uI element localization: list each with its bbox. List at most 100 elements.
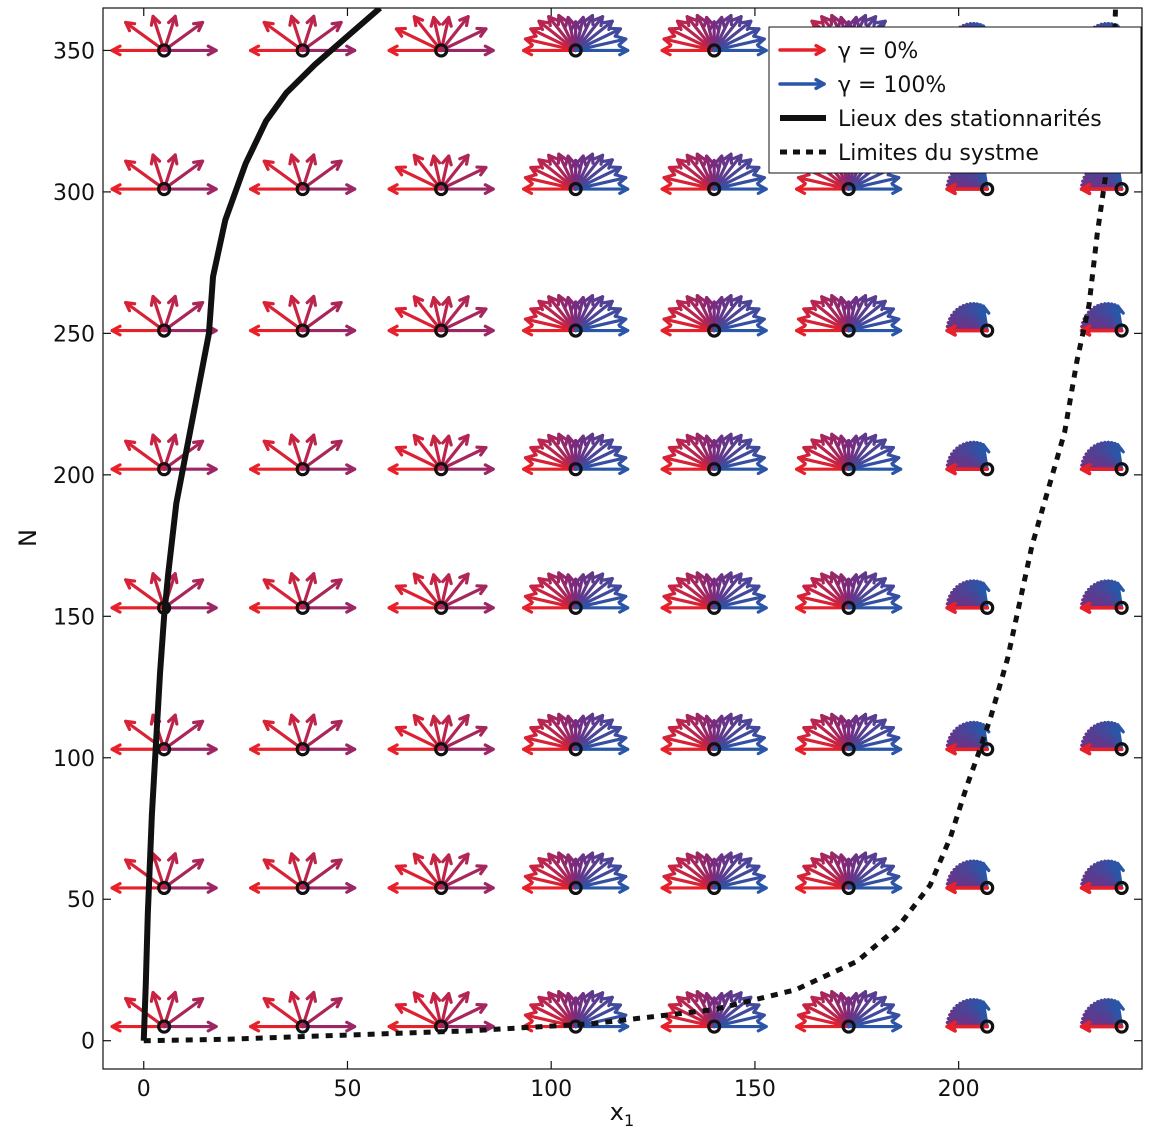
- vector-arrow: [574, 19, 614, 53]
- grid-point-marker: [568, 880, 583, 896]
- vector-arrow: [660, 882, 716, 894]
- vector-arrow: [667, 445, 716, 471]
- vector-arrow: [439, 153, 470, 191]
- vector-arrow: [712, 713, 743, 751]
- vector-fan: [660, 294, 768, 338]
- vector-arrow: [574, 718, 614, 751]
- grid-point-marker: [568, 323, 583, 338]
- vector-arrow: [412, 15, 443, 53]
- vector-arrow: [301, 20, 343, 53]
- vector-arrow: [675, 576, 716, 610]
- vector-fan: [1079, 859, 1129, 896]
- y-axis-title: N: [14, 529, 42, 547]
- vector-fan: [795, 851, 903, 896]
- vector-arrow: [394, 1002, 443, 1029]
- y-tick-label: 0: [81, 1030, 95, 1055]
- grid-point-marker: [434, 181, 449, 197]
- vector-arrow: [712, 463, 768, 476]
- vector-arrow: [712, 153, 743, 191]
- legend-label: γ = 0%: [838, 39, 918, 64]
- vector-arrow: [796, 315, 851, 333]
- vector-arrow: [537, 576, 578, 610]
- vector-arrow: [847, 1002, 895, 1029]
- vector-arrow: [802, 725, 851, 751]
- vector-arrow: [574, 158, 614, 191]
- vector-fan: [110, 852, 218, 896]
- vector-fan: [110, 572, 218, 615]
- vector-fan: [795, 571, 903, 615]
- vector-arrow: [124, 439, 166, 471]
- vector-fan: [1079, 579, 1129, 615]
- vector-arrow: [439, 713, 470, 751]
- grid-point-marker: [841, 1019, 856, 1034]
- grid-point-marker: [1114, 181, 1129, 197]
- vector-fan: [1079, 440, 1129, 477]
- grid-point-marker: [568, 600, 583, 615]
- vector-arrow: [662, 453, 716, 471]
- vector-arrow: [523, 592, 578, 610]
- vector-arrow: [712, 453, 766, 471]
- legend: γ = 0% γ = 100% Lieux des stationnarités Li…: [768, 26, 1142, 174]
- vector-arrow: [847, 453, 901, 471]
- y-tick-label: 100: [53, 747, 95, 772]
- vector-arrow: [529, 306, 578, 333]
- vector-fan: [660, 152, 768, 197]
- vector-arrow: [249, 1020, 305, 1033]
- vector-arrow: [574, 601, 630, 614]
- vector-fan: [110, 990, 218, 1034]
- vector-arrow: [795, 601, 851, 614]
- vector-arrow: [712, 733, 766, 751]
- legend-label: Limites du systme: [838, 141, 1039, 166]
- vector-arrow: [522, 44, 578, 57]
- vector-arrow: [439, 882, 495, 894]
- grid-point-marker: [295, 43, 310, 58]
- vector-arrow: [796, 872, 851, 890]
- vector-fan: [249, 852, 357, 896]
- vector-arrow: [712, 743, 768, 756]
- vector-arrow: [522, 324, 578, 337]
- vector-arrow: [387, 463, 443, 476]
- vector-arrow: [574, 576, 614, 610]
- vector-arrow: [712, 1011, 766, 1029]
- vector-arrow: [547, 15, 578, 53]
- grid-point-marker: [568, 462, 583, 477]
- legend-label: Lieux des stationnarités: [838, 107, 1102, 132]
- vector-arrow: [574, 463, 630, 476]
- vector-arrow: [574, 324, 630, 337]
- vector-arrow: [660, 44, 716, 57]
- vector-arrow: [301, 719, 343, 751]
- grid-point-marker: [980, 600, 995, 615]
- vector-arrow: [847, 445, 895, 471]
- vector-arrow: [847, 1011, 901, 1029]
- vector-arrow: [574, 713, 605, 751]
- grid-point-marker: [707, 462, 722, 477]
- vector-arrow: [712, 299, 753, 333]
- vector-arrow: [847, 864, 895, 890]
- vector-arrow: [387, 44, 443, 57]
- grid-point-marker: [434, 742, 449, 757]
- vector-arrow: [820, 991, 851, 1029]
- grid-point-marker: [707, 1019, 722, 1034]
- vector-fan: [110, 153, 218, 197]
- vector-arrow: [439, 44, 495, 57]
- vector-fan: [660, 13, 768, 58]
- vector-arrow: [574, 453, 628, 471]
- vector-arrow: [712, 158, 753, 191]
- grid-point-marker: [1114, 462, 1129, 477]
- vector-arrow: [675, 995, 716, 1029]
- vector-arrow: [675, 857, 716, 890]
- vector-arrow: [795, 324, 851, 337]
- vector-arrow: [660, 183, 716, 195]
- vector-arrow: [439, 584, 488, 610]
- vector-arrow: [662, 173, 716, 191]
- vector-arrow: [262, 997, 305, 1029]
- grid-point-marker: [434, 600, 449, 615]
- grid-point-marker: [980, 181, 995, 197]
- vector-fan: [660, 712, 768, 757]
- vector-arrow: [712, 882, 768, 894]
- y-tick-label: 50: [67, 888, 95, 913]
- vector-arrow: [110, 1020, 166, 1033]
- vector-arrow: [412, 713, 443, 751]
- vector-arrow: [262, 719, 305, 751]
- vector-fan: [387, 991, 495, 1034]
